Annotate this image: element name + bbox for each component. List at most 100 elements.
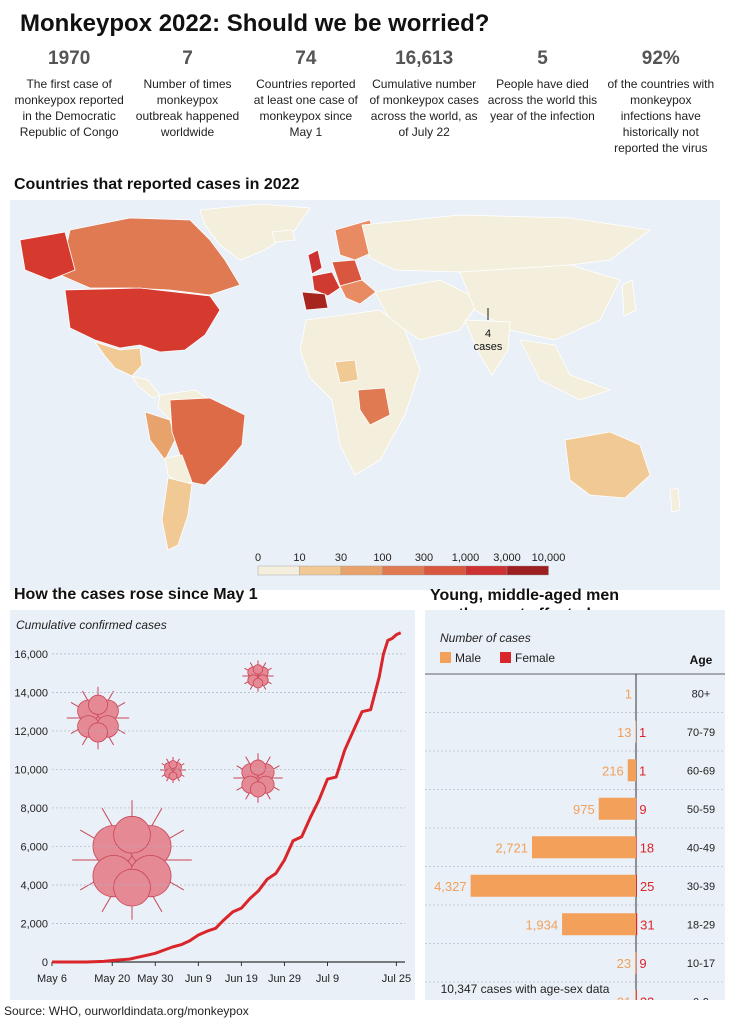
- y-tick-label: 8,000: [20, 803, 48, 815]
- stat-number: 74: [295, 48, 317, 69]
- virus-cell: [113, 868, 151, 907]
- virus-cell: [88, 722, 109, 743]
- map-country-uk: [307, 249, 323, 275]
- map-country-spain: [301, 291, 329, 311]
- age-column-header: Age: [690, 653, 713, 667]
- age-category-label: 10-17: [687, 958, 715, 970]
- x-tick-label: Jun 9: [185, 973, 212, 985]
- map-country-drc: [357, 387, 391, 426]
- map-country-peru: [144, 411, 176, 461]
- legend-swatch-male: [440, 652, 451, 663]
- legend-swatch-female: [500, 652, 511, 663]
- map-title: Countries that reported cases in 2022: [14, 176, 300, 193]
- age-category-label: 50-59: [687, 804, 715, 816]
- bar-label-female: 1: [639, 763, 646, 778]
- virus-icon: [242, 660, 274, 692]
- map-country-france: [311, 271, 341, 297]
- virus-icon: [233, 753, 283, 803]
- stat-countries: 74 Countries reported at least one case o…: [247, 48, 365, 156]
- map-country-russia: [361, 214, 652, 273]
- stat-number: 16,613: [395, 48, 454, 69]
- legend-label-male: Male: [455, 651, 481, 665]
- bar-male: [635, 990, 636, 1013]
- world-map: 4 cases 0 10 30 100 300 1,000 3,000 10,000: [19, 203, 681, 576]
- virus-cell: [249, 781, 266, 798]
- legend-color-step: [299, 565, 342, 576]
- bar-chart-subtitle: Number of cases: [440, 631, 531, 645]
- map-country-japan: [621, 279, 637, 317]
- legend-color-step: [465, 565, 508, 576]
- legend-tick-label: 1,000: [452, 552, 480, 564]
- bar-label-male: 13: [617, 725, 631, 740]
- x-tick-label: May 30: [137, 973, 173, 985]
- page-title: Monkeypox 2022: Should we be worried?: [20, 10, 490, 37]
- x-tick-label: Jun 29: [268, 973, 301, 985]
- bar-male: [635, 951, 636, 974]
- map-country-india: [464, 319, 511, 376]
- bar-label-female: 31: [640, 917, 654, 932]
- virus-cell: [113, 815, 151, 854]
- y-tick-label: 0: [42, 957, 48, 969]
- age-category-label: 18-29: [687, 919, 715, 931]
- bar-label-male: 2,721: [495, 840, 528, 855]
- stat-first-case: 1970 The first case of monkeypox reported…: [10, 48, 128, 156]
- stat-cumulative-cases: 16,613 Cumulative number of monkeypox cas…: [365, 48, 483, 156]
- bar-chart-heading-line1: Young, middle-aged men: [430, 587, 620, 604]
- map-country-alaska: [19, 231, 76, 281]
- legend-color-step: [506, 565, 549, 576]
- legend-tick-label: 300: [415, 552, 433, 564]
- y-tick-label: 12,000: [14, 726, 48, 738]
- stat-deaths: 5 People have died across the world this …: [483, 48, 601, 156]
- y-tick-label: 2,000: [20, 918, 48, 930]
- source-note: Source: WHO, ourworldindata.org/monkeypo…: [4, 1004, 249, 1018]
- stat-description: of the countries with monkeypox infectio…: [607, 77, 715, 155]
- virus-icon: [160, 757, 186, 783]
- stat-non-endemic: 92% of the countries with monkeypox infec…: [602, 48, 720, 156]
- virus-icon: [72, 800, 192, 920]
- map-region-central-america: [131, 375, 161, 399]
- bar-chart-panel: Number of cases Male Female Age 1 80+ 13 1 7…: [425, 610, 725, 1021]
- bar-female: [636, 874, 637, 897]
- y-tick-label: 16,000: [14, 649, 48, 661]
- map-country-brazil: [169, 397, 246, 486]
- bar-label-female: 9: [639, 802, 646, 817]
- bar-chart: Number of cases Male Female Age 1 80+13 1 7…: [425, 631, 725, 1021]
- virus-cell: [252, 664, 264, 675]
- virus-cell: [88, 694, 109, 715]
- map-region-southeast-asia: [519, 339, 612, 401]
- age-category-label: 40-49: [687, 842, 715, 854]
- virus-cell: [168, 771, 178, 781]
- legend-label-female: Female: [515, 651, 555, 665]
- y-tick-label: 10,000: [14, 764, 48, 776]
- age-category-label: 0-9: [693, 996, 709, 1000]
- x-tick-label: Jul 25: [382, 973, 411, 985]
- age-category-label: 70-79: [687, 727, 715, 739]
- map-country-canada: [59, 217, 241, 296]
- map-country-greenland: [199, 203, 311, 261]
- virus-cell: [168, 760, 178, 769]
- bar-label-female: 1: [639, 725, 646, 740]
- legend-color-step: [257, 565, 300, 576]
- legend-tick-label: 30: [335, 552, 347, 564]
- legend-tick-label: 10,000: [532, 552, 566, 564]
- bar-label-male: 23: [617, 956, 631, 971]
- legend-tick-label: 100: [373, 552, 391, 564]
- y-tick-label: 4,000: [20, 880, 48, 892]
- bar-female: [636, 990, 637, 1013]
- bar-label-male: 975: [573, 802, 595, 817]
- line-chart: 0 2,000 4,000 6,000 8,000 10,000 12,000 14,000 1…: [14, 631, 411, 985]
- virus-illustrations: [66, 660, 283, 920]
- virus-cell: [249, 759, 266, 776]
- legend-tick-label: 3,000: [493, 552, 521, 564]
- line-chart-panel: Cumulative confirmed cases 0 2,000 4,000 6,…: [10, 610, 415, 1000]
- stat-description: People have died across the world this y…: [487, 77, 598, 123]
- stat-number: 7: [182, 48, 193, 69]
- bar-label-female: 25: [640, 879, 654, 894]
- map-country-mexico: [93, 341, 143, 377]
- line-chart-heading: How the cases rose since May 1: [14, 586, 258, 603]
- bar-label-male: 4,327: [434, 879, 467, 894]
- line-chart-y-axis: 0 2,000 4,000 6,000 8,000 10,000 12,000 14,000 1…: [14, 649, 48, 969]
- stat-number: 92%: [641, 48, 680, 69]
- x-tick-label: Jul 9: [316, 973, 339, 985]
- y-tick-label: 6,000: [20, 841, 48, 853]
